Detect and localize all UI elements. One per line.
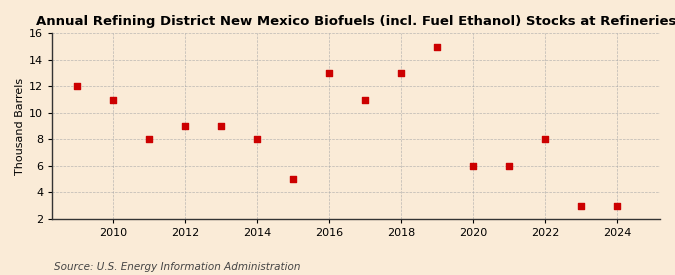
Point xyxy=(360,97,371,102)
Point xyxy=(72,84,83,89)
Point xyxy=(180,124,191,128)
Point xyxy=(432,44,443,49)
Point xyxy=(144,137,155,142)
Point xyxy=(576,204,587,208)
Point xyxy=(504,164,514,168)
Point xyxy=(612,204,622,208)
Y-axis label: Thousand Barrels: Thousand Barrels xyxy=(15,78,25,175)
Point xyxy=(108,97,119,102)
Point xyxy=(539,137,550,142)
Text: Source: U.S. Energy Information Administration: Source: U.S. Energy Information Administ… xyxy=(54,262,300,271)
Title: Annual Refining District New Mexico Biofuels (incl. Fuel Ethanol) Stocks at Refi: Annual Refining District New Mexico Biof… xyxy=(36,15,675,28)
Point xyxy=(216,124,227,128)
Point xyxy=(288,177,298,182)
Point xyxy=(324,71,335,75)
Point xyxy=(252,137,263,142)
Point xyxy=(468,164,479,168)
Point xyxy=(396,71,406,75)
